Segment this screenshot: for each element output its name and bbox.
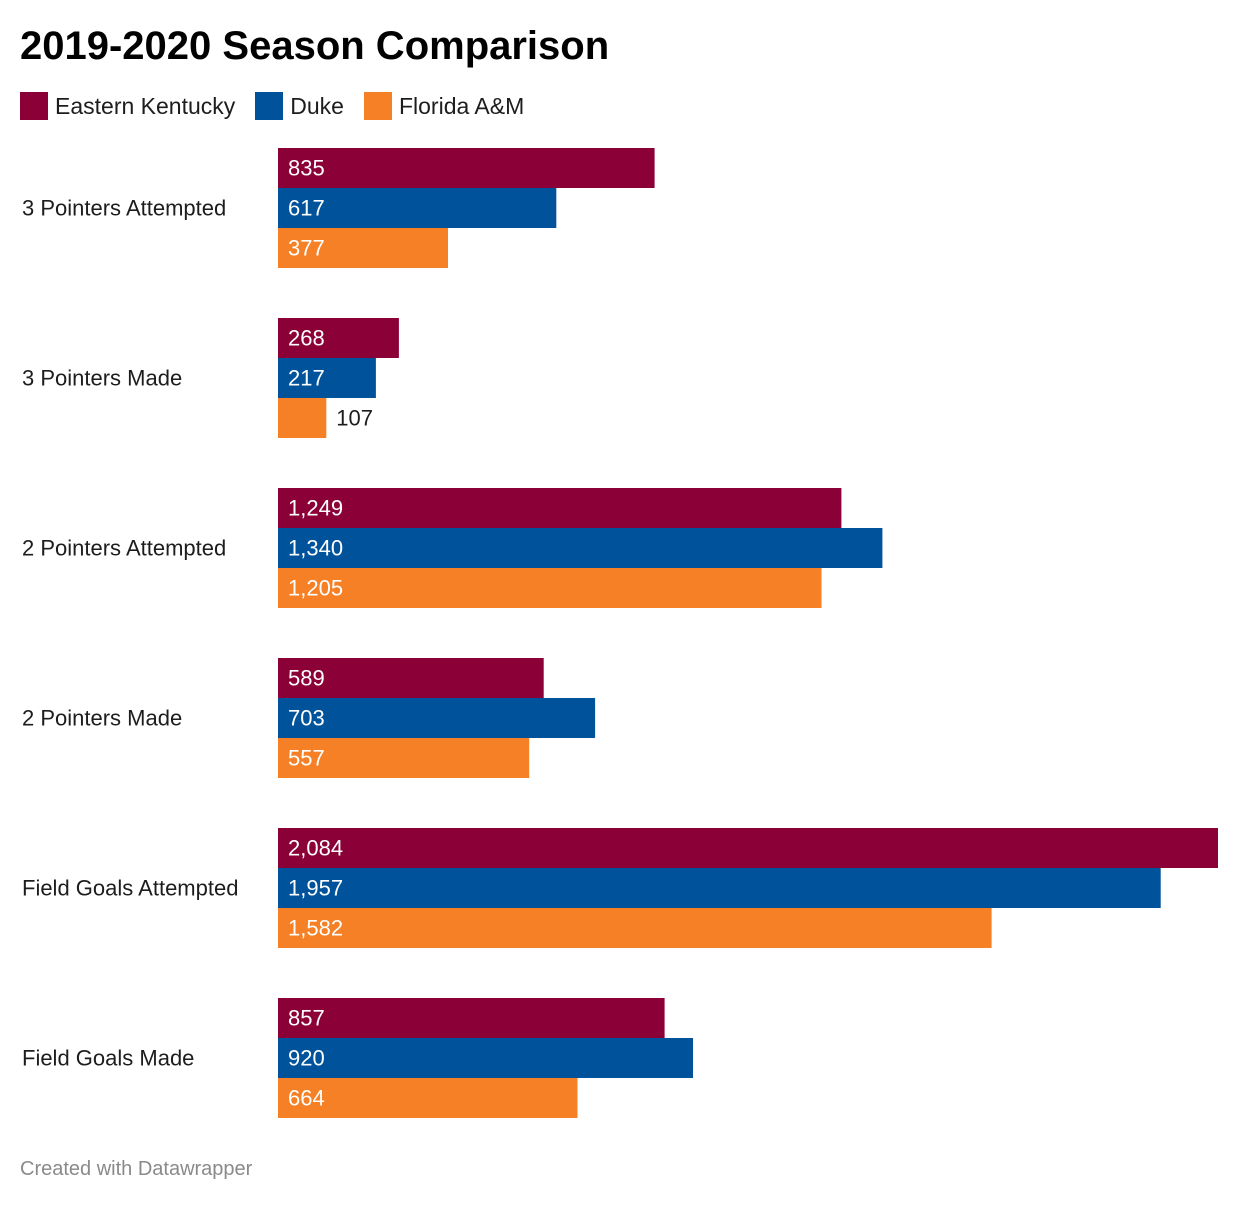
legend-item-florida-am: Florida A&M <box>363 92 525 120</box>
value-label-2-pointers-made-duke: 703 <box>288 706 325 731</box>
legend-item-eastern-kentucky: Eastern Kentucky <box>20 92 235 120</box>
bar-field-goals-attempted-duke <box>278 868 1161 908</box>
bar-2-pointers-attempted-eastern-kentucky <box>278 488 842 528</box>
value-label-3-pointers-attempted-eastern-kentucky: 835 <box>288 156 325 181</box>
value-label-3-pointers-made-florida-a-m: 107 <box>336 406 373 431</box>
category-label-field-goals-attempted: Field Goals Attempted <box>22 876 238 901</box>
bar-3-pointers-made-florida-a-m <box>278 398 327 438</box>
value-label-2-pointers-made-eastern-kentucky: 589 <box>288 666 325 691</box>
value-label-2-pointers-attempted-duke: 1,340 <box>288 536 343 561</box>
bar-3-pointers-attempted-florida-a-m <box>278 228 448 268</box>
bar-2-pointers-attempted-duke <box>278 528 883 568</box>
bar-field-goals-attempted-florida-a-m <box>278 908 992 948</box>
bar-field-goals-attempted-eastern-kentucky <box>278 828 1218 868</box>
value-label-field-goals-attempted-eastern-kentucky: 2,084 <box>288 836 343 861</box>
legend-label-eastern-kentucky: Eastern Kentucky <box>55 93 236 119</box>
value-label-field-goals-made-florida-a-m: 664 <box>288 1086 325 1111</box>
bar-3-pointers-attempted-duke <box>278 188 557 228</box>
bar-2-pointers-attempted-florida-a-m <box>278 568 822 608</box>
value-label-3-pointers-attempted-florida-a-m: 377 <box>288 236 325 261</box>
bar-3-pointers-made-duke <box>278 358 376 398</box>
legend-label-duke: Duke <box>290 93 344 119</box>
category-label-3-pointers-attempted: 3 Pointers Attempted <box>22 196 226 221</box>
bar-2-pointers-made-eastern-kentucky <box>278 658 544 698</box>
value-label-2-pointers-made-florida-a-m: 557 <box>288 746 325 771</box>
legend-swatch-florida-am <box>363 92 392 120</box>
value-label-field-goals-attempted-duke: 1,957 <box>288 876 343 901</box>
value-label-field-goals-made-eastern-kentucky: 857 <box>288 1006 325 1031</box>
bar-3-pointers-made-eastern-kentucky <box>278 318 399 358</box>
value-label-3-pointers-made-duke: 217 <box>288 366 325 391</box>
footer-credit: Created with Datawrapper <box>20 1158 253 1180</box>
bar-field-goals-made-florida-a-m <box>278 1078 578 1118</box>
value-label-field-goals-made-duke: 920 <box>288 1046 325 1071</box>
bar-3-pointers-attempted-eastern-kentucky <box>278 148 655 188</box>
category-label-2-pointers-made: 2 Pointers Made <box>22 706 182 731</box>
chart-title: 2019-2020 Season Comparison <box>20 24 610 68</box>
legend-swatch-eastern-kentucky <box>20 92 48 120</box>
value-label-3-pointers-attempted-duke: 617 <box>288 196 325 221</box>
value-label-2-pointers-attempted-florida-a-m: 1,205 <box>288 576 343 601</box>
category-label-2-pointers-attempted: 2 Pointers Attempted <box>22 536 226 561</box>
legend: Eastern Kentucky Duke Florida A&M <box>20 92 544 120</box>
legend-label-florida-am: Florida A&M <box>398 93 525 119</box>
category-label-field-goals-made: Field Goals Made <box>22 1046 194 1071</box>
bar-field-goals-made-duke <box>278 1038 693 1078</box>
legend-swatch-duke <box>255 92 284 120</box>
value-label-field-goals-attempted-florida-a-m: 1,582 <box>288 916 343 941</box>
legend-item-duke: Duke <box>255 92 344 120</box>
bar-2-pointers-made-duke <box>278 698 596 738</box>
bar-2-pointers-made-florida-a-m <box>278 738 530 778</box>
category-label-3-pointers-made: 3 Pointers Made <box>22 366 182 391</box>
value-label-2-pointers-attempted-eastern-kentucky: 1,249 <box>288 496 343 521</box>
value-label-3-pointers-made-eastern-kentucky: 268 <box>288 326 325 351</box>
bar-field-goals-made-eastern-kentucky <box>278 998 665 1038</box>
